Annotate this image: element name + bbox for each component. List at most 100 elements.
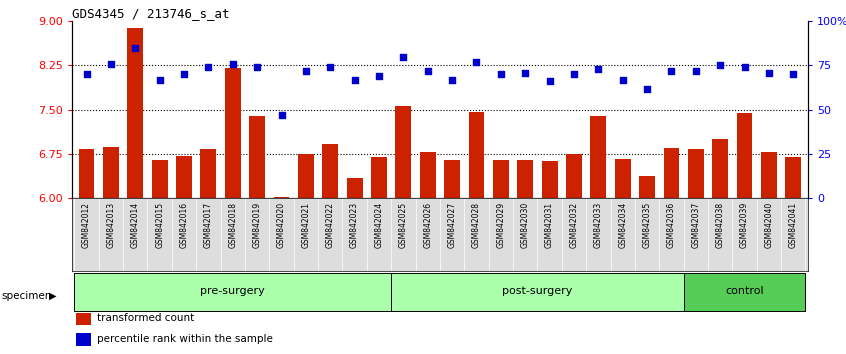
FancyBboxPatch shape [74,273,391,311]
Bar [444,160,460,198]
Bar [76,333,91,346]
Bar [566,154,582,198]
Point [787,72,800,77]
Bar [712,139,728,198]
Point [616,77,629,82]
Bar [128,28,143,198]
Text: GSM842029: GSM842029 [497,202,505,248]
Text: GSM842018: GSM842018 [228,202,237,248]
Bar [176,156,192,198]
Point [153,77,167,82]
Bar [250,116,265,198]
Text: GSM842033: GSM842033 [594,202,603,248]
Bar [201,149,217,198]
Text: GSM842012: GSM842012 [82,202,91,248]
Point [738,64,751,70]
Text: GSM842028: GSM842028 [472,202,481,248]
Bar [785,157,801,198]
Text: GSM842022: GSM842022 [326,202,335,248]
Text: GSM842019: GSM842019 [253,202,261,248]
Text: transformed count: transformed count [97,313,195,323]
Point [299,68,313,74]
Text: GSM842039: GSM842039 [740,202,749,248]
Bar [395,106,411,198]
Text: GSM842030: GSM842030 [521,202,530,248]
Bar [663,148,679,198]
Point [178,72,191,77]
Bar [76,312,91,325]
Bar [517,160,533,198]
Bar [322,144,338,198]
Text: GSM842025: GSM842025 [398,202,408,248]
Bar [615,159,630,198]
Bar [347,178,363,198]
Point [129,45,142,51]
Bar [103,147,118,198]
Bar [371,157,387,198]
FancyBboxPatch shape [684,273,805,311]
Text: GSM842027: GSM842027 [448,202,457,248]
Bar [151,160,168,198]
Text: GDS4345 / 213746_s_at: GDS4345 / 213746_s_at [72,7,229,20]
Bar [761,152,777,198]
Text: control: control [725,286,764,296]
Point [323,64,337,70]
Point [567,72,580,77]
Text: GSM842035: GSM842035 [643,202,651,248]
Text: GSM842031: GSM842031 [545,202,554,248]
Text: GSM842023: GSM842023 [350,202,359,248]
Text: GSM842016: GSM842016 [179,202,189,248]
Text: GSM842034: GSM842034 [618,202,627,248]
Point [348,77,361,82]
Text: GSM842017: GSM842017 [204,202,213,248]
Bar [737,113,752,198]
Point [470,59,483,65]
Text: percentile rank within the sample: percentile rank within the sample [97,334,273,344]
Text: GSM842024: GSM842024 [375,202,383,248]
Text: ▶: ▶ [49,291,57,301]
Point [397,54,410,59]
Point [494,72,508,77]
Bar [640,176,655,198]
Point [226,61,239,67]
FancyBboxPatch shape [391,273,684,311]
Point [519,70,532,75]
Bar [273,197,289,198]
Point [372,73,386,79]
Bar [79,149,95,198]
Text: GSM842036: GSM842036 [667,202,676,248]
Text: GSM842038: GSM842038 [716,202,725,248]
Point [713,63,727,68]
Bar [420,152,436,198]
Point [201,64,215,70]
Bar [591,116,607,198]
Text: GSM842013: GSM842013 [107,202,115,248]
Point [665,68,678,74]
Text: GSM842041: GSM842041 [788,202,798,248]
Text: GSM842015: GSM842015 [155,202,164,248]
Bar [225,68,240,198]
Point [762,70,776,75]
Text: specimen: specimen [2,291,52,301]
Bar [298,154,314,198]
Text: GSM842037: GSM842037 [691,202,700,248]
Text: GSM842021: GSM842021 [301,202,310,248]
Bar [688,149,704,198]
Point [275,112,288,118]
Point [445,77,459,82]
Point [80,72,93,77]
Text: GSM842020: GSM842020 [277,202,286,248]
Point [104,61,118,67]
Text: pre-surgery: pre-surgery [201,286,265,296]
Point [689,68,702,74]
Text: GSM842040: GSM842040 [765,202,773,248]
Bar [493,160,508,198]
Point [591,66,605,72]
Bar [469,112,485,198]
Text: GSM842032: GSM842032 [569,202,579,248]
Point [250,64,264,70]
Text: GSM842026: GSM842026 [423,202,432,248]
Point [543,79,557,84]
Text: post-surgery: post-surgery [503,286,573,296]
Bar [541,161,558,198]
